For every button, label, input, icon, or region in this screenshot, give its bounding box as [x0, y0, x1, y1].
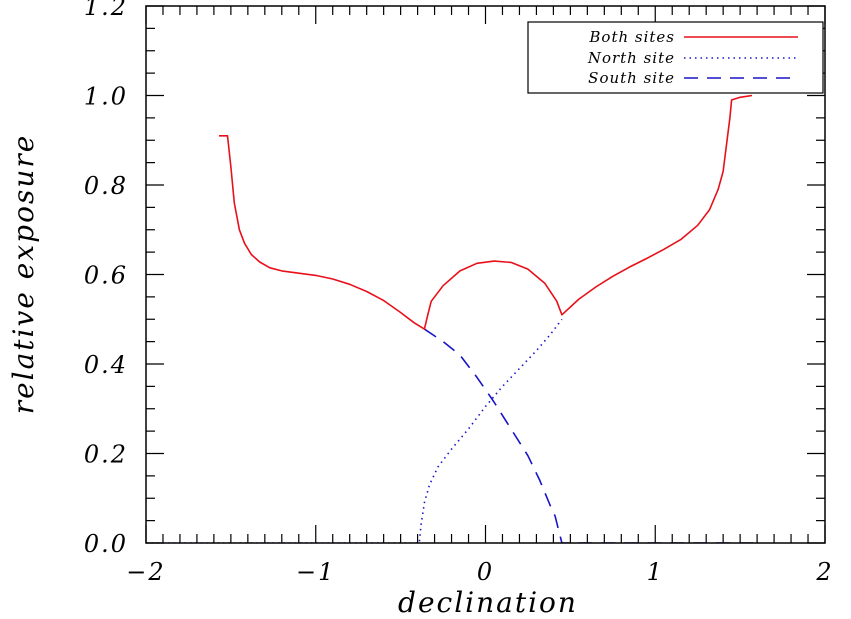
y-axis-label: relative exposure [7, 134, 40, 415]
y-tick-label: 1.2 [84, 0, 128, 21]
x-tick-label: −2 [126, 558, 165, 586]
x-tick-label: −1 [296, 558, 335, 586]
legend-label-south: South site [588, 69, 675, 87]
x-tick-label: 0 [477, 558, 494, 586]
y-tick-label: 0.6 [84, 262, 128, 290]
y-tick-label: 1.0 [84, 83, 128, 111]
series-line-south-site [423, 328, 758, 543]
x-axis-label: declination [398, 586, 578, 619]
x-tick-label: 2 [815, 558, 833, 586]
x-tick-label: 1 [647, 558, 664, 586]
y-tick-label: 0.4 [84, 351, 128, 379]
legend-label-north: North site [587, 49, 675, 67]
series-line-north-site [146, 318, 563, 543]
legend: Both sites North site South site [527, 21, 824, 94]
legend-label-both: Both sites [588, 28, 675, 46]
series-layer [146, 94, 758, 543]
tick-labels: −2 −1 0 1 2 0.0 0.2 0.4 0.6 0.8 1.0 1.2 [84, 0, 833, 586]
y-tick-label: 0.2 [84, 441, 128, 469]
series-line-both-sites [219, 94, 753, 330]
plot-frame [145, 5, 826, 544]
legend-box [527, 21, 824, 94]
y-tick-label: 0.8 [84, 172, 128, 200]
y-tick-label: 0.0 [84, 530, 128, 558]
